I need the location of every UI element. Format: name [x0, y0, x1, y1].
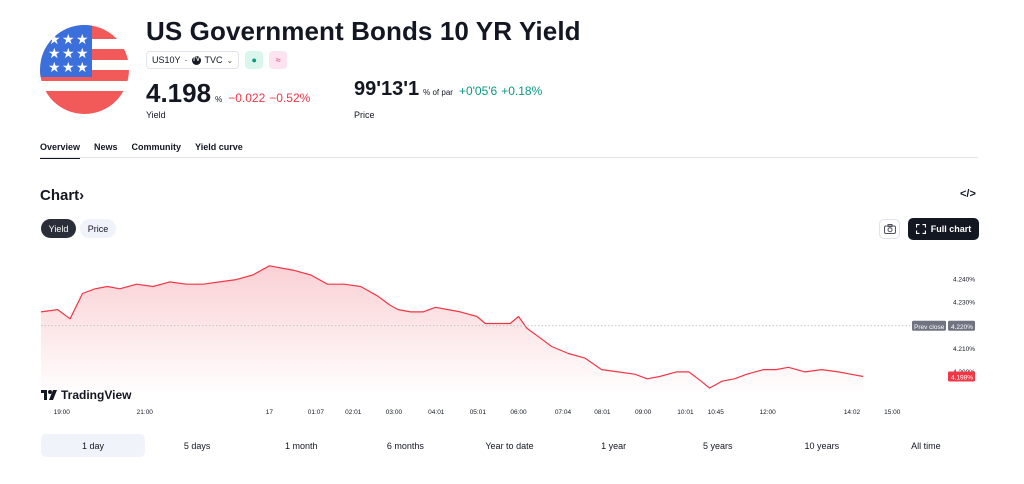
yield-label: Yield — [146, 110, 166, 120]
chart-section-link[interactable]: Chart› — [40, 187, 84, 204]
yield-value: 4.198 — [146, 78, 212, 108]
price-change: +0'05'6 — [458, 84, 498, 98]
svg-text:★: ★ — [76, 32, 89, 48]
svg-text:★: ★ — [48, 60, 61, 76]
tab-yield-curve[interactable]: Yield curve — [195, 142, 243, 152]
prev-close-label: Prev close — [914, 324, 945, 331]
y-tick-label: 4.230% — [953, 300, 975, 307]
embed-code-icon[interactable]: </> — [960, 188, 976, 200]
svg-text:★: ★ — [62, 32, 75, 48]
yield-area-fill — [41, 265, 864, 395]
tradingview-logo-icon — [41, 390, 57, 400]
range-1-year[interactable]: 1 year — [601, 440, 627, 451]
tab-community[interactable]: Community — [131, 142, 182, 152]
x-tick-label: 01:07 — [308, 409, 325, 416]
prev-close-value: 4.220% — [951, 324, 973, 331]
svg-text:★: ★ — [76, 46, 89, 62]
x-tick-label: 17 — [266, 409, 274, 416]
svg-text:★: ★ — [48, 46, 61, 62]
symbol-selector[interactable]: US10Y · TV TVC ⌄ — [146, 51, 240, 69]
exchange-name: TVC — [204, 55, 223, 65]
x-tick-label: 04:01 — [428, 409, 445, 416]
range-6-months[interactable]: 6 months — [386, 440, 424, 451]
camera-icon — [883, 224, 896, 234]
tab-overview[interactable]: Overview — [40, 142, 81, 159]
x-tick-label: 07:04 — [555, 409, 572, 416]
x-tick-label: 21:00 — [137, 409, 154, 416]
svg-text:★: ★ — [62, 60, 75, 76]
x-tick-label: 09:00 — [635, 409, 652, 416]
symbol-ticker: US10Y — [152, 55, 181, 65]
price-quote: 99'13'1 % of par +0'05'6 +0.18% — [354, 78, 542, 101]
chart-section-title: Chart — [40, 187, 80, 204]
svg-text:★: ★ — [62, 46, 75, 62]
range-all-time[interactable]: All time — [911, 440, 941, 451]
x-tick-label: 12:00 — [760, 409, 777, 416]
us-flag-icon: ★ ★ ★ ★ ★ ★ ★ ★ ★ — [40, 25, 129, 114]
x-tick-label: 10:45 — [708, 409, 725, 416]
svg-text:★: ★ — [76, 60, 89, 76]
x-tick-label: 14:02 — [844, 409, 861, 416]
page-title: US Government Bonds 10 YR Yield — [146, 16, 581, 46]
full-chart-label: Full chart — [930, 224, 972, 234]
tab-news[interactable]: News — [94, 142, 118, 152]
chevron-down-icon: ⌄ — [226, 55, 234, 65]
chevron-right-icon: › — [79, 187, 85, 204]
range-year-to-date[interactable]: Year to date — [485, 440, 534, 451]
derived-data-badge[interactable]: ≈ — [269, 51, 288, 69]
y-tick-label: 4.210% — [953, 346, 975, 353]
separator-dot: · — [184, 55, 188, 65]
last-value-label: 4.198% — [951, 375, 973, 382]
yield-series-line — [40, 265, 864, 389]
full-chart-button[interactable]: Full chart — [908, 218, 979, 240]
tradingview-logo-text: TradingView — [61, 388, 132, 402]
yield-quote: 4.198 % −0.022 −0.52% — [146, 78, 310, 109]
prev-close-value-bg — [948, 320, 975, 331]
price-value: 99'13'1 — [354, 78, 420, 100]
range-10-years[interactable]: 10 years — [804, 440, 840, 451]
tabs-divider — [40, 157, 978, 158]
snapshot-button[interactable] — [879, 219, 900, 239]
yield-change-pct: −0.52% — [269, 91, 311, 105]
x-tick-label: 10:01 — [677, 409, 694, 416]
x-tick-label: 19:00 — [54, 409, 71, 416]
toggle-price[interactable]: Price — [80, 219, 116, 238]
price-change-pct: +0.18% — [501, 84, 543, 98]
y-tick-label: 4.240% — [953, 277, 975, 284]
x-tick-label: 06:00 — [510, 409, 527, 416]
yield-change: −0.022 — [228, 91, 266, 105]
range-5-days[interactable]: 5 days — [183, 440, 211, 451]
x-tick-label: 02:01 — [345, 409, 362, 416]
yield-unit: % — [215, 95, 223, 104]
prev-close-label-bg — [912, 320, 946, 331]
range-selector: 1 day 5 days 1 month 6 months Year to da… — [41, 434, 978, 457]
toggle-yield[interactable]: Yield — [41, 219, 76, 238]
price-unit: % of par — [423, 88, 453, 97]
x-tick-label: 08:01 — [594, 409, 611, 416]
x-tick-label: 03:00 — [386, 409, 403, 416]
tradingview-logo[interactable]: TradingView — [41, 388, 131, 402]
market-status-badge[interactable]: ● — [245, 51, 264, 69]
tv-exchange-icon: TV — [191, 55, 201, 65]
x-tick-label: 05:01 — [470, 409, 487, 416]
range-1-day[interactable]: 1 day — [41, 434, 146, 457]
tab-bar: Overview News Community Yield curve — [40, 142, 257, 159]
expand-icon — [915, 224, 926, 234]
symbol-row: US10Y · TV TVC ⌄ ● ≈ — [146, 51, 288, 69]
last-value-badge-bg — [948, 371, 975, 382]
range-5-years[interactable]: 5 years — [702, 440, 733, 451]
x-tick-label: 15:00 — [884, 409, 901, 416]
price-label: Price — [354, 110, 375, 120]
range-1-month[interactable]: 1 month — [285, 440, 318, 451]
